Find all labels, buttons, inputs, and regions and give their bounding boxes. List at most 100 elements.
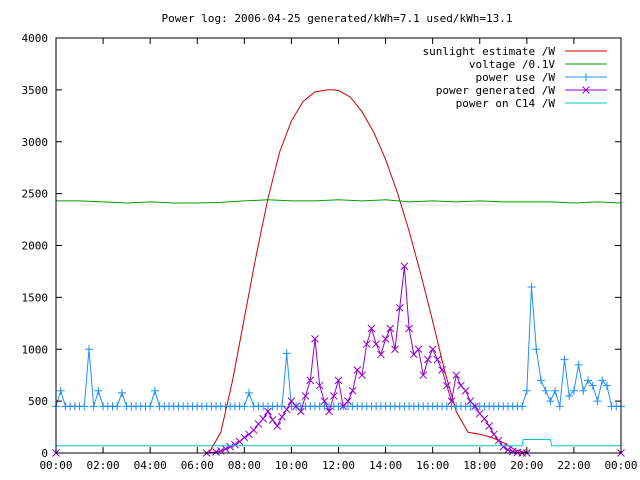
data-point — [80, 402, 89, 411]
x-tick-label: 00:00 — [39, 459, 72, 472]
data-point — [569, 386, 578, 395]
data-point — [89, 402, 98, 411]
data-point — [381, 335, 390, 343]
data-point — [499, 442, 508, 451]
data-point — [452, 371, 461, 380]
chart-title: Power log: 2006-04-25 generated/kWh=7.1 … — [162, 12, 513, 25]
series-1 — [56, 199, 622, 204]
legend-label: power on C14 /W — [456, 97, 556, 110]
data-point — [424, 355, 432, 364]
data-point — [391, 345, 399, 354]
x-tick-label: 10:00 — [275, 459, 308, 472]
x-tick-label: 08:00 — [228, 459, 261, 472]
legend-label: sunlight estimate /W — [423, 45, 556, 58]
data-point — [311, 335, 319, 343]
plot-area — [52, 89, 625, 457]
data-point — [278, 412, 286, 421]
data-point — [146, 402, 155, 411]
data-point — [278, 402, 286, 411]
data-point — [306, 376, 315, 385]
data-point — [414, 345, 423, 354]
data-point — [532, 345, 541, 354]
data-point — [471, 402, 479, 411]
data-point — [555, 402, 564, 411]
x-tick-label: 06:00 — [181, 459, 214, 472]
x-tick-label: 00:00 — [604, 459, 637, 472]
x-tick-label: 12:00 — [322, 459, 355, 472]
data-point — [527, 283, 536, 291]
data-point — [541, 386, 550, 395]
legend-entry-1: voltage /0.1V — [469, 58, 607, 71]
data-point — [377, 350, 385, 359]
y-tick-label: 0 — [41, 447, 48, 460]
data-point — [485, 422, 494, 430]
x-tick-label: 16:00 — [416, 459, 449, 472]
legend-entry-0: sunlight estimate /W — [423, 45, 607, 58]
series-line — [56, 89, 621, 454]
y-tick-label: 500 — [28, 395, 48, 408]
legend-entry-3: power generated /W — [436, 84, 607, 97]
y-tick-label: 2000 — [22, 240, 49, 253]
data-point — [273, 422, 282, 430]
series-line — [56, 266, 621, 454]
y-tick-label: 4000 — [22, 32, 49, 45]
y-tick-label: 3500 — [22, 84, 49, 97]
data-point — [245, 388, 254, 397]
data-point — [438, 366, 446, 374]
data-point — [240, 433, 249, 442]
x-tick-label: 04:00 — [134, 459, 167, 472]
legend-label: voltage /0.1V — [469, 58, 555, 71]
data-point — [504, 446, 512, 454]
data-point — [264, 407, 272, 416]
legend-label: power generated /W — [436, 84, 556, 97]
data-point — [282, 405, 291, 414]
data-point — [480, 414, 489, 423]
data-point — [536, 376, 545, 385]
x-tick-label: 20:00 — [510, 459, 543, 472]
legend-entry-4: power on C14 /W — [456, 97, 607, 110]
x-tick-label: 14:00 — [369, 459, 402, 472]
data-point — [584, 376, 593, 385]
x-tick-label: 02:00 — [87, 459, 120, 472]
data-point — [579, 386, 588, 395]
legend-marker — [582, 73, 590, 81]
data-point — [419, 371, 428, 380]
data-point — [490, 430, 498, 439]
data-point — [395, 303, 404, 312]
data-point — [400, 262, 409, 271]
data-point — [518, 402, 527, 411]
data-point — [358, 371, 366, 380]
series-3 — [52, 262, 625, 457]
data-point — [249, 426, 258, 435]
data-point — [334, 376, 343, 385]
data-point — [56, 386, 65, 395]
data-point — [212, 448, 220, 456]
data-point — [598, 376, 607, 385]
data-point — [386, 324, 395, 333]
data-point — [320, 397, 329, 405]
axes: 0 500 1000 1500 2000 2500 3000 3500 4000 00:00 02:… — [22, 32, 638, 472]
data-point — [296, 407, 305, 416]
data-point — [362, 340, 371, 348]
data-point — [113, 402, 122, 411]
data-point — [433, 355, 442, 364]
series-line — [56, 439, 621, 447]
series-line — [56, 199, 622, 204]
series-0 — [56, 89, 621, 454]
data-point — [551, 386, 560, 395]
data-point — [344, 397, 352, 405]
data-point — [494, 436, 503, 445]
data-point — [442, 381, 451, 390]
data-point — [325, 407, 333, 416]
data-point — [315, 381, 324, 390]
data-point — [221, 444, 230, 453]
data-point — [593, 397, 602, 406]
data-point — [231, 440, 239, 449]
data-point — [226, 442, 235, 451]
data-point — [301, 392, 310, 400]
data-point — [565, 391, 574, 400]
y-tick-label: 3000 — [22, 136, 49, 149]
data-point — [447, 397, 456, 405]
